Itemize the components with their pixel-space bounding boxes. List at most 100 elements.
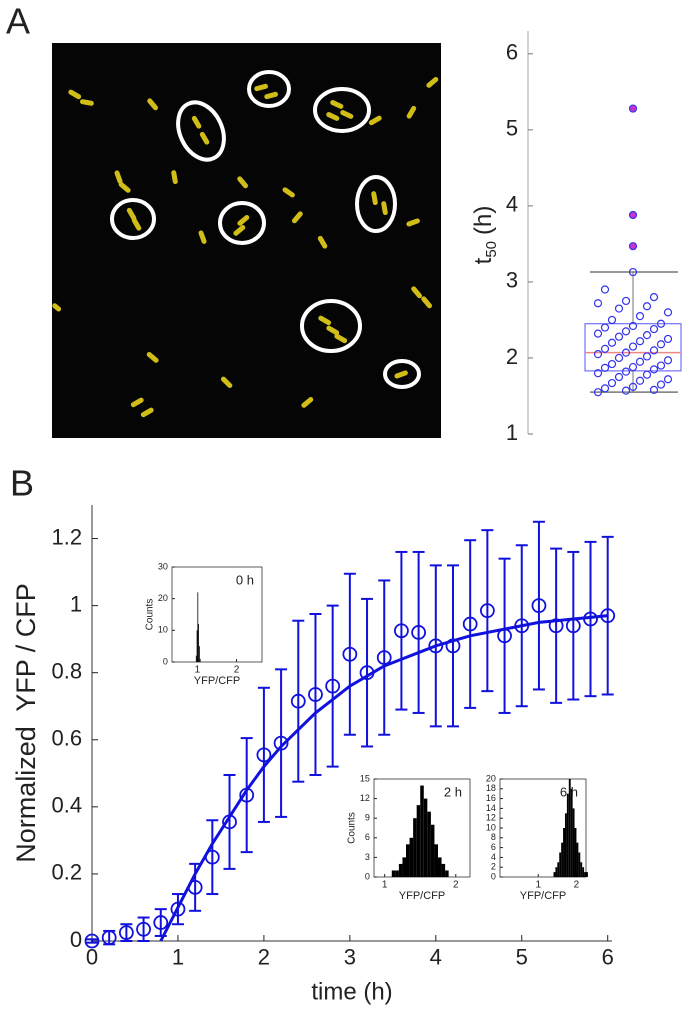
point xyxy=(642,370,652,379)
hist-bar xyxy=(430,824,435,877)
y-tick-label: 1.2 xyxy=(52,524,83,549)
hist-bar xyxy=(391,870,396,877)
inset-x-label: YFP/CFP xyxy=(399,890,445,902)
point xyxy=(649,346,659,355)
point xyxy=(600,323,610,332)
x-tick-label: 2 xyxy=(453,880,459,891)
inset-x-label: YFP/CFP xyxy=(520,890,566,902)
point xyxy=(656,380,666,389)
hist-bar xyxy=(198,624,199,662)
x-tick-label: 3 xyxy=(344,944,356,969)
marker xyxy=(325,678,341,694)
hist-bar xyxy=(553,872,556,877)
point xyxy=(621,386,631,395)
point xyxy=(600,285,610,294)
inset-y-label: Counts xyxy=(145,599,156,631)
y-tick-label: 0.4 xyxy=(52,793,83,818)
y-axis-label: Normalized YFP / CFP xyxy=(11,583,41,863)
marker xyxy=(273,735,289,751)
y-tick-label: 9 xyxy=(365,813,370,823)
point xyxy=(621,296,631,306)
x-tick-label: 1 xyxy=(382,880,388,891)
y-tick-label: 6 xyxy=(365,832,370,842)
point xyxy=(621,327,631,336)
point xyxy=(635,357,645,366)
point xyxy=(614,372,624,382)
inset-x-label: YFP/CFP xyxy=(194,675,240,687)
point xyxy=(649,293,659,302)
point xyxy=(628,321,638,331)
hist-bar xyxy=(199,646,200,662)
hist-bar xyxy=(196,630,198,662)
marker xyxy=(479,603,495,619)
point xyxy=(614,304,624,313)
marker xyxy=(376,650,392,665)
outlier xyxy=(628,210,638,220)
hist-bar xyxy=(402,857,406,877)
y-tick-label: 10 xyxy=(158,625,168,635)
y-tick-label: 8 xyxy=(491,832,496,842)
hist-bar xyxy=(580,862,583,877)
hist-bar xyxy=(199,658,201,662)
y-tick-label: 0.8 xyxy=(52,659,83,684)
marker xyxy=(170,901,186,917)
point xyxy=(635,337,645,346)
hist-bar xyxy=(406,844,410,877)
hist-bar xyxy=(420,785,424,877)
outlier xyxy=(628,104,638,113)
point xyxy=(607,315,617,325)
y-axis-label: t50 (h) xyxy=(470,206,500,265)
point xyxy=(642,331,652,340)
fit-curve xyxy=(159,614,608,942)
y-tick-label: 0.6 xyxy=(52,726,83,751)
point xyxy=(628,362,638,372)
hist-bar xyxy=(578,852,581,877)
y-tick-label: 16 xyxy=(486,793,496,803)
hist-bar xyxy=(568,779,571,877)
hist-bar xyxy=(434,844,438,877)
point xyxy=(593,388,603,397)
hist-bar xyxy=(398,863,403,877)
y-label-rest: (h) xyxy=(470,206,497,235)
x-tick-label: 5 xyxy=(516,944,528,969)
hist-bar xyxy=(566,793,569,877)
hist-bar xyxy=(574,828,577,877)
point xyxy=(600,344,610,353)
hist-bar xyxy=(561,842,564,877)
point xyxy=(635,312,645,321)
y-tick-label: 12 xyxy=(360,793,370,803)
point xyxy=(635,376,645,385)
y-tick-label: 2 xyxy=(506,344,518,369)
hist-bar xyxy=(195,655,197,662)
point xyxy=(663,375,673,384)
marker xyxy=(428,638,444,654)
marker xyxy=(290,693,306,709)
y-tick-label: 4 xyxy=(506,192,518,217)
hist-bar xyxy=(423,798,428,877)
point xyxy=(628,267,638,277)
y-tick-label: 0 xyxy=(163,656,168,666)
micrograph xyxy=(52,43,441,438)
point xyxy=(600,363,610,372)
point xyxy=(656,361,666,370)
panel-label: B xyxy=(10,463,34,504)
y-tick-label: 1 xyxy=(70,591,82,616)
y-tick-label: 3 xyxy=(365,852,370,862)
y-tick-label: 6 xyxy=(491,842,496,852)
x-tick-label: 6 xyxy=(602,944,614,969)
point xyxy=(607,378,617,388)
marker xyxy=(101,930,117,946)
point xyxy=(628,342,638,351)
point xyxy=(614,332,624,341)
y-label-sub: 50 xyxy=(483,241,500,258)
inset-note: 0 h xyxy=(236,572,254,587)
y-tick-label: 10 xyxy=(486,822,496,832)
y-tick-label: 20 xyxy=(158,593,168,603)
y-tick-label: 18 xyxy=(486,783,496,793)
hist-bar xyxy=(557,862,560,877)
point xyxy=(642,302,652,311)
y-tick-label: 0 xyxy=(491,871,496,881)
hist-bar xyxy=(563,828,565,877)
hist-bar xyxy=(570,788,573,877)
marker xyxy=(411,625,427,640)
